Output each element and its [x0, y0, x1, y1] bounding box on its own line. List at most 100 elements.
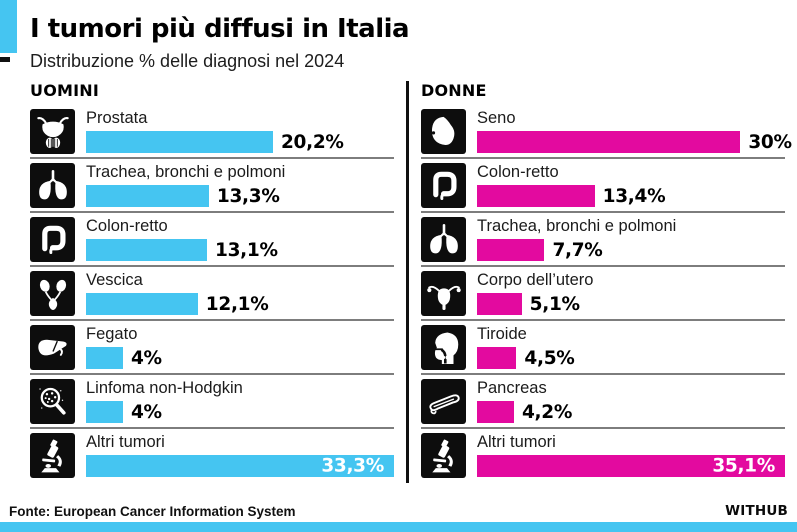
bar: [86, 239, 208, 261]
row-content: Trachea, bronchi e polmoni 13,3%: [86, 163, 394, 207]
colon-icon: [30, 217, 75, 262]
row-content: Colon-retto 13,4%: [477, 163, 785, 207]
bar: [86, 185, 209, 207]
value-label: 4,2%: [521, 401, 573, 423]
chart-columns: UOMINI Prostata 20,2% Trachea, bronchi e p…: [0, 81, 797, 483]
accent-logo-block: [0, 0, 17, 53]
value-label: 35,1%: [712, 455, 775, 477]
category-label: Seno: [477, 109, 516, 127]
value-label: 20,2%: [280, 131, 344, 153]
value-label: 7,7%: [552, 239, 603, 261]
row-content: Altri tumori 35,1%: [477, 433, 785, 477]
bar: [477, 239, 545, 261]
category-label: Fegato: [86, 325, 138, 343]
category-label: Altri tumori: [86, 433, 165, 451]
category-label: Prostata: [86, 109, 148, 127]
value-label: 33,3%: [321, 455, 384, 477]
row-content: Corpo dell’utero 5,1%: [477, 271, 785, 315]
microscope-icon: [421, 433, 466, 478]
row-content: Vescica 12,1%: [86, 271, 394, 315]
value-label: 12,1%: [205, 293, 269, 315]
bar-line: 30%: [477, 131, 792, 153]
uomini-column: UOMINI Prostata 20,2% Trachea, bronchi e p…: [30, 81, 394, 483]
page-subtitle: Distribuzione % delle diagnosi nel 2024: [30, 51, 345, 71]
bar-line: 12,1%: [86, 293, 394, 315]
category-label: Colon-retto: [86, 217, 168, 235]
colon-icon: [421, 163, 466, 208]
category-label: Colon-retto: [477, 163, 559, 181]
chart-row: Seno 30%: [421, 105, 792, 159]
chart-row: Pancreas 4,2%: [421, 375, 785, 429]
category-label: Vescica: [86, 271, 143, 289]
value-label: 4%: [130, 347, 162, 369]
value-label: 4,5%: [524, 347, 575, 369]
category-label: Trachea, bronchi e polmoni: [86, 163, 286, 181]
bar-line: 33,3%: [86, 455, 394, 477]
prostate-icon: [30, 109, 75, 154]
footer: Fonte: European Cancer Information Syste…: [0, 500, 797, 522]
bar-line: 13,3%: [86, 185, 394, 207]
category-label: Trachea, bronchi e polmoni: [477, 217, 677, 235]
liver-icon: [30, 325, 75, 370]
row-content: Linfoma non-Hodgkin 4%: [86, 379, 394, 423]
row-content: Pancreas 4,2%: [477, 379, 785, 423]
breast-icon: [421, 109, 466, 154]
bar: [86, 131, 273, 153]
bottom-accent-strip: [0, 522, 797, 532]
chart-row: Linfoma non-Hodgkin 4%: [30, 375, 394, 429]
accent-logo-dash: [0, 57, 10, 62]
bar-line: 4%: [86, 347, 394, 369]
donne-header: DONNE: [421, 81, 487, 100]
row-content: Prostata 20,2%: [86, 109, 394, 153]
bar: [86, 293, 198, 315]
category-label: Altri tumori: [477, 433, 556, 451]
chart-row: Trachea, bronchi e polmoni 7,7%: [421, 213, 785, 267]
bladder-icon: [30, 271, 75, 316]
value-label: 13,1%: [215, 239, 278, 261]
row-content: Fegato 4%: [86, 325, 394, 369]
chart-row: Tiroide 4,5%: [421, 321, 785, 375]
chart-row: Altri tumori 35,1%: [421, 429, 785, 483]
value-label: 4%: [130, 401, 162, 423]
bar: [477, 293, 522, 315]
chart-row: Colon-retto 13,1%: [30, 213, 394, 267]
donne-column: DONNE Seno 30% Colon-retto 13,4% Trachea, br…: [421, 81, 792, 483]
page-title: I tumori più diffusi in Italia: [30, 14, 410, 44]
bar-line: 5,1%: [477, 293, 785, 315]
bar-line: 4%: [86, 401, 394, 423]
header: I tumori più diffusi in Italia Distribuz…: [0, 0, 797, 73]
chart-row: Corpo dell’utero 5,1%: [421, 267, 785, 321]
chart-row: Fegato 4%: [30, 321, 394, 375]
thyroid-icon: [421, 325, 466, 370]
bar-line: 20,2%: [86, 131, 394, 153]
value-label: 13,4%: [602, 185, 666, 207]
lungs-icon: [30, 163, 75, 208]
row-content: Seno 30%: [477, 109, 792, 153]
row-content: Trachea, bronchi e polmoni 7,7%: [477, 217, 785, 261]
row-content: Colon-retto 13,1%: [86, 217, 394, 261]
brand-text: WITHUB: [725, 503, 788, 519]
bar-line: 13,4%: [477, 185, 785, 207]
bar: [477, 185, 595, 207]
category-label: Pancreas: [477, 379, 547, 397]
bar-line: 7,7%: [477, 239, 785, 261]
bar-line: 35,1%: [477, 455, 785, 477]
chart-row: Altri tumori 33,3%: [30, 429, 394, 483]
bar-line: 4,2%: [477, 401, 785, 423]
lungs-icon: [421, 217, 466, 262]
bar-line: 4,5%: [477, 347, 785, 369]
bar: [477, 347, 517, 369]
bar: [477, 131, 741, 153]
chart-row: Prostata 20,2%: [30, 105, 394, 159]
pancreas-icon: [421, 379, 466, 424]
row-content: Altri tumori 33,3%: [86, 433, 394, 477]
chart-row: Colon-retto 13,4%: [421, 159, 785, 213]
microscope-icon: [30, 433, 75, 478]
chart-row: Trachea, bronchi e polmoni 13,3%: [30, 159, 394, 213]
chart-row: Vescica 12,1%: [30, 267, 394, 321]
category-label: Tiroide: [477, 325, 527, 343]
rows: Seno 30% Colon-retto 13,4% Trachea, bronchi …: [421, 105, 792, 483]
column-divider: [406, 81, 409, 483]
bar: [86, 401, 123, 423]
